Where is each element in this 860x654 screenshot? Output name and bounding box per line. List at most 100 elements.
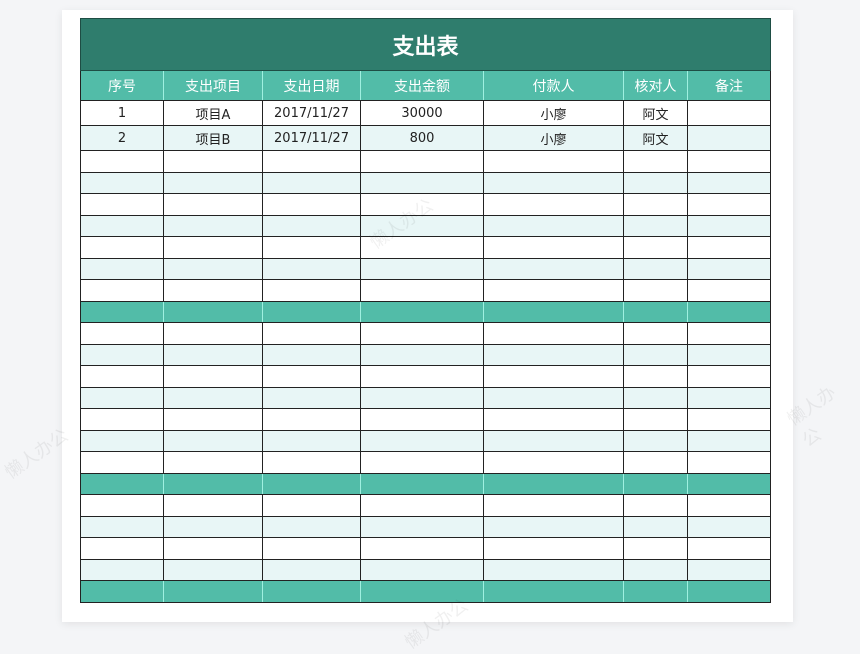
table-cell[interactable] [360,365,484,388]
table-cell[interactable] [163,408,263,431]
table-cell[interactable]: 30000 [360,100,484,126]
table-cell[interactable] [262,236,361,259]
table-cell[interactable] [623,365,688,388]
table-cell[interactable] [623,451,688,474]
table-cell[interactable] [686,515,772,538]
table-cell[interactable] [80,236,164,259]
table-cell[interactable] [80,214,164,237]
table-cell[interactable] [262,472,361,495]
table-cell[interactable] [262,515,361,538]
table-cell[interactable] [483,171,624,194]
table-cell[interactable] [262,322,361,345]
table-cell[interactable] [80,300,164,323]
table-cell[interactable] [163,580,263,603]
table-cell[interactable] [483,214,624,237]
table-cell[interactable] [163,257,263,280]
table-cell[interactable] [360,236,484,259]
table-cell[interactable] [483,515,624,538]
table-cell[interactable] [80,365,164,388]
table-cell[interactable] [80,472,164,495]
table-cell[interactable] [360,472,484,495]
table-cell[interactable] [360,515,484,538]
table-cell[interactable] [686,150,772,173]
column-header[interactable]: 付款人 [483,70,624,101]
table-cell[interactable] [483,279,624,302]
table-cell[interactable] [80,279,164,302]
table-cell[interactable] [483,193,624,216]
table-cell[interactable] [80,580,164,603]
table-cell[interactable] [686,214,772,237]
table-cell[interactable] [623,429,688,452]
table-cell[interactable] [483,472,624,495]
table-cell[interactable] [360,150,484,173]
table-cell[interactable] [262,193,361,216]
table-cell[interactable]: 小廖 [483,100,624,126]
table-cell[interactable] [360,322,484,345]
table-cell[interactable] [483,429,624,452]
table-cell[interactable] [483,300,624,323]
table-cell[interactable] [163,300,263,323]
table-cell[interactable] [483,537,624,560]
table-cell[interactable] [80,171,164,194]
table-cell[interactable] [686,171,772,194]
column-header[interactable]: 备注 [686,70,772,101]
table-cell[interactable] [262,171,361,194]
table-cell[interactable] [686,558,772,581]
table-cell[interactable] [483,494,624,517]
table-cell[interactable] [163,515,263,538]
table-cell[interactable] [686,408,772,431]
table-cell[interactable] [686,125,772,151]
column-header[interactable]: 序号 [80,70,164,101]
table-cell[interactable] [262,408,361,431]
column-header[interactable]: 支出金额 [360,70,484,101]
table-cell[interactable] [623,171,688,194]
table-cell[interactable] [686,580,772,603]
table-cell[interactable] [80,386,164,409]
table-cell[interactable] [80,408,164,431]
table-cell[interactable] [262,386,361,409]
table-cell[interactable]: 小廖 [483,125,624,151]
table-cell[interactable] [163,343,263,366]
table-cell[interactable] [262,279,361,302]
table-cell[interactable] [80,150,164,173]
table-cell[interactable] [623,515,688,538]
table-cell[interactable] [686,429,772,452]
table-cell[interactable] [623,494,688,517]
table-cell[interactable]: 1 [80,100,164,126]
column-header[interactable]: 支出项目 [163,70,263,101]
table-cell[interactable] [360,429,484,452]
table-cell[interactable] [483,408,624,431]
table-cell[interactable] [262,300,361,323]
table-cell[interactable] [623,386,688,409]
table-cell[interactable] [360,494,484,517]
table-cell[interactable] [623,279,688,302]
table-cell[interactable] [483,236,624,259]
table-cell[interactable] [163,214,263,237]
table-cell[interactable] [483,365,624,388]
table-cell[interactable] [686,300,772,323]
table-cell[interactable] [483,558,624,581]
table-cell[interactable] [483,150,624,173]
table-cell[interactable] [483,322,624,345]
column-header[interactable]: 核对人 [623,70,688,101]
table-cell[interactable] [163,451,263,474]
table-cell[interactable] [80,322,164,345]
table-cell[interactable] [623,193,688,216]
table-cell[interactable] [623,343,688,366]
table-cell[interactable] [686,494,772,517]
table-cell[interactable] [686,472,772,495]
table-cell[interactable] [483,451,624,474]
table-cell[interactable] [623,257,688,280]
table-cell[interactable] [623,150,688,173]
table-cell[interactable] [360,580,484,603]
table-cell[interactable] [686,343,772,366]
table-cell[interactable] [686,257,772,280]
table-cell[interactable]: 项目B [163,125,263,151]
table-cell[interactable] [623,580,688,603]
table-cell[interactable] [483,386,624,409]
table-cell[interactable] [262,537,361,560]
table-cell[interactable] [262,214,361,237]
table-cell[interactable] [80,429,164,452]
table-cell[interactable] [163,171,263,194]
table-cell[interactable] [80,193,164,216]
